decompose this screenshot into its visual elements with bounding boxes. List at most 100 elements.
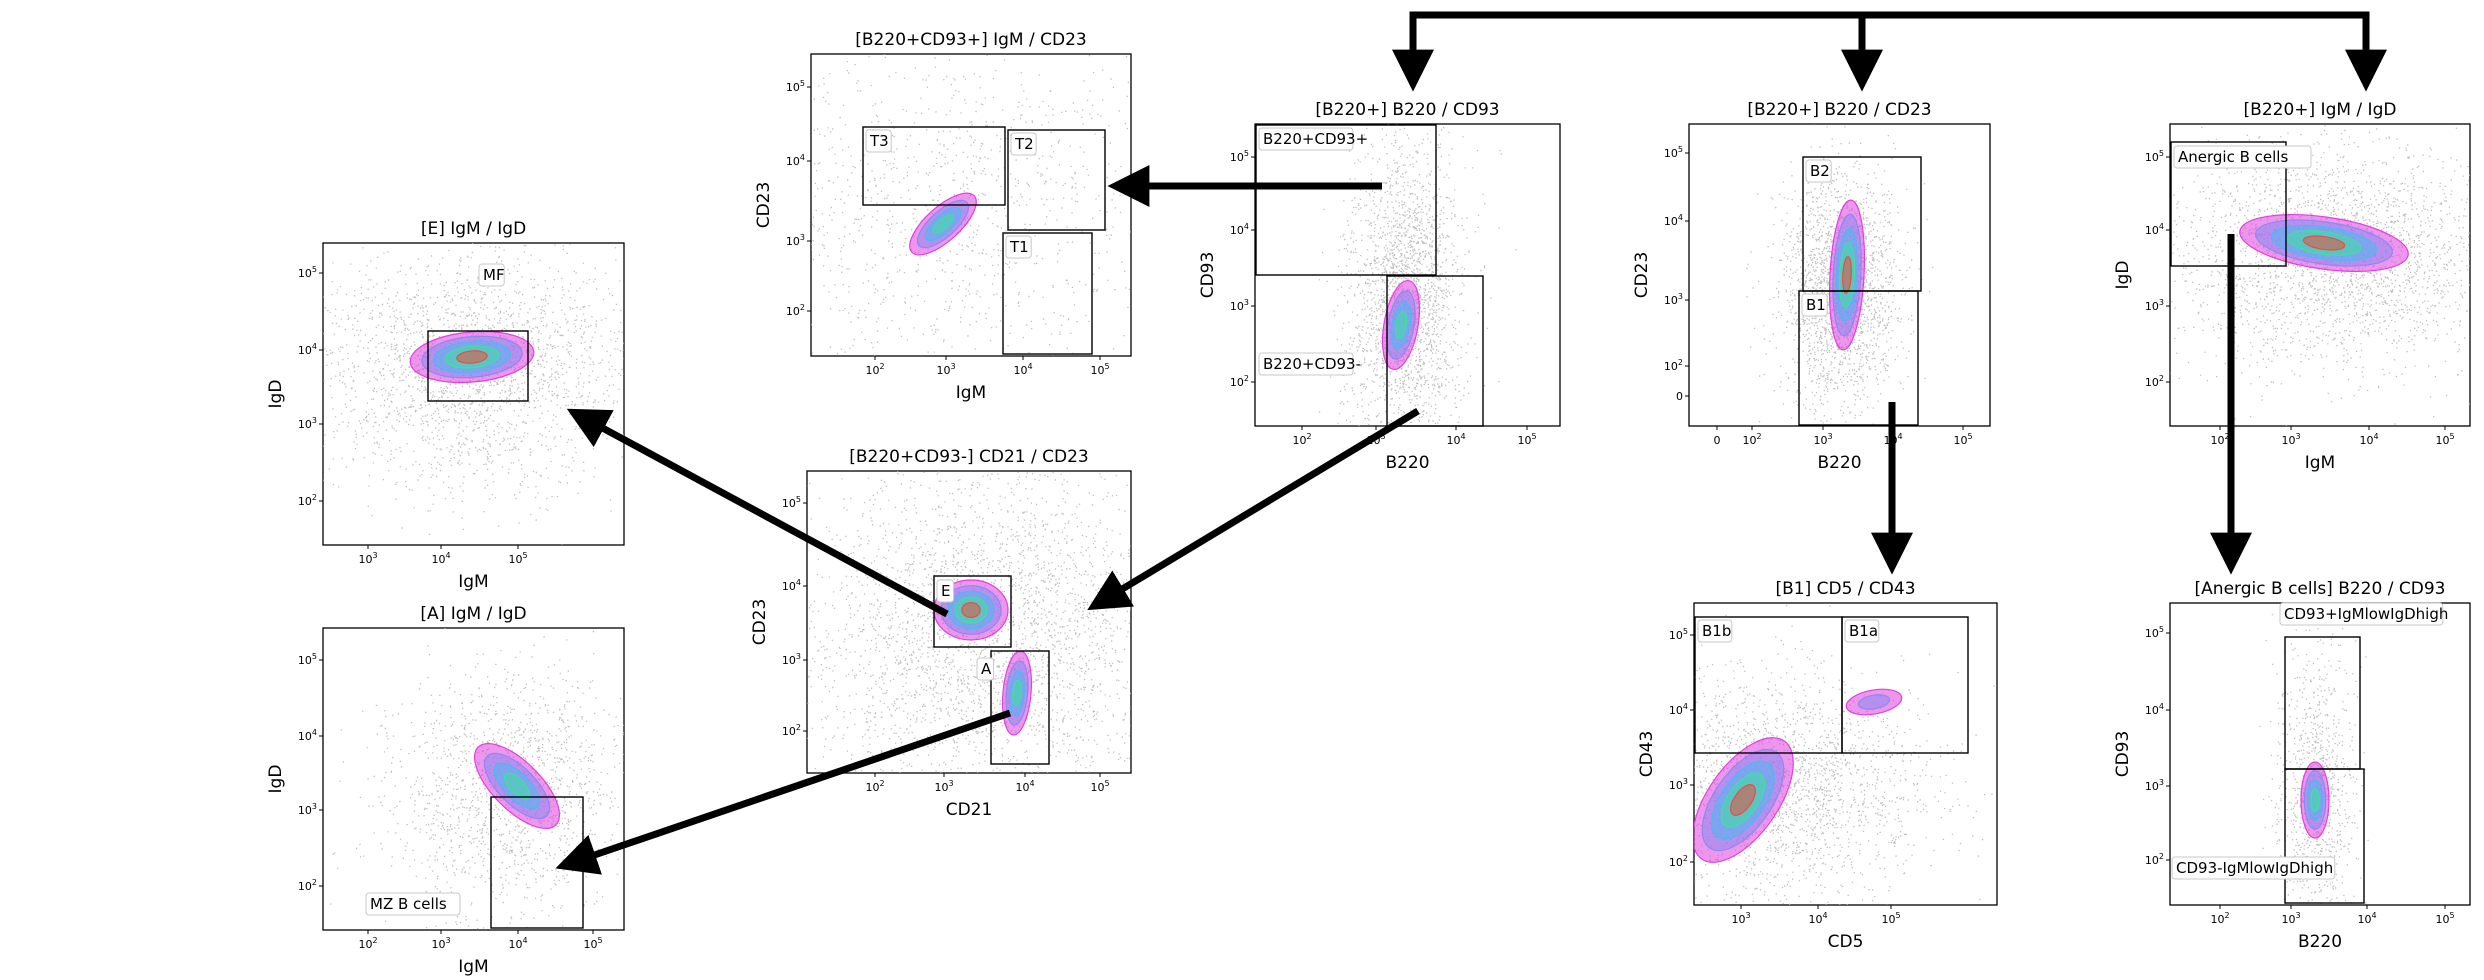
gate-label: A bbox=[981, 660, 992, 678]
gate-label: B220+CD93+ bbox=[1263, 130, 1368, 148]
y-tick-label: 103 bbox=[298, 416, 317, 431]
y-tick-label: 102 bbox=[786, 303, 805, 318]
x-axis-label: IgM bbox=[956, 383, 986, 403]
gate-label: T2 bbox=[1014, 135, 1034, 153]
y-tick-label: 102 bbox=[298, 878, 317, 893]
density-contour bbox=[1694, 737, 1794, 863]
x-axis-label: CD21 bbox=[946, 800, 993, 820]
x-tick-label: 105 bbox=[1953, 432, 1972, 447]
gate-b1[interactable] bbox=[1798, 290, 1919, 426]
gate-label-box bbox=[2279, 602, 2444, 626]
density-contour bbox=[1845, 688, 1903, 716]
gate-mf[interactable] bbox=[427, 330, 529, 402]
plot-title: [B220+] IgM / IgD bbox=[2244, 100, 2397, 120]
y-tick-label: 105 bbox=[786, 79, 805, 94]
gate-t2[interactable] bbox=[1007, 129, 1106, 231]
x-tick-label: 105 bbox=[1881, 911, 1900, 926]
y-tick-label: 105 bbox=[782, 495, 801, 510]
y-axis-label: CD23 bbox=[750, 599, 770, 646]
y-tick-label: 104 bbox=[786, 153, 805, 168]
y-tick-label: 103 bbox=[1664, 292, 1683, 307]
y-tick-label: 105 bbox=[1669, 627, 1688, 642]
gate-label: Anergic B cells bbox=[2178, 148, 2288, 166]
gate-label-box bbox=[1801, 293, 1828, 317]
plot-b220cd93pos_igm_cd23: [B220+CD93+] IgM / CD23 102 103 104 105 102 10… bbox=[754, 30, 1132, 403]
y-tick-label: 103 bbox=[1230, 298, 1249, 313]
y-tick-label: 103 bbox=[298, 802, 317, 817]
contour-level bbox=[1012, 679, 1022, 707]
event-dots bbox=[1746, 124, 1934, 426]
plot-frame bbox=[322, 242, 625, 546]
x-tick-label: 105 bbox=[1517, 432, 1536, 447]
y-tick-label: 104 bbox=[1230, 222, 1249, 237]
x-tick-label: 104 bbox=[431, 551, 450, 566]
y-tick-label: 102 bbox=[2145, 852, 2164, 867]
x-tick-label: 102 bbox=[358, 936, 377, 951]
contour-level bbox=[456, 350, 488, 364]
gate-b220-cd93-[interactable] bbox=[1386, 275, 1484, 427]
event-scatter bbox=[323, 243, 624, 545]
gate-cd93-igmlowigdhigh[interactable] bbox=[2284, 768, 2365, 904]
y-tick-label: 102 bbox=[2145, 374, 2164, 389]
gate-e[interactable] bbox=[933, 575, 1012, 648]
event-dots bbox=[330, 628, 624, 930]
gate-label-box bbox=[1805, 159, 1832, 183]
x-tick-label: 103 bbox=[2281, 911, 2300, 926]
density-contour bbox=[2300, 761, 2330, 839]
y-tick-label: 103 bbox=[786, 233, 805, 248]
y-tick-label: 105 bbox=[1230, 149, 1249, 164]
gate-label: MF bbox=[483, 266, 505, 284]
x-tick-label: 105 bbox=[2435, 432, 2454, 447]
gating-arrow bbox=[566, 408, 949, 618]
y-tick-label: 102 bbox=[1669, 854, 1688, 869]
contour-level bbox=[503, 772, 531, 800]
x-tick-label: 104 bbox=[1446, 432, 1465, 447]
y-tick-label: 104 bbox=[298, 342, 317, 357]
gate-t3[interactable] bbox=[862, 126, 1006, 206]
x-tick-label: 105 bbox=[2435, 911, 2454, 926]
gate-label-box bbox=[865, 129, 892, 153]
y-tick-label: 102 bbox=[1664, 358, 1683, 373]
gate-b1a[interactable] bbox=[1841, 616, 1969, 754]
density-contour bbox=[2239, 214, 2409, 272]
gate-b220-cd93-[interactable] bbox=[1255, 124, 1437, 276]
x-tick-label: 104 bbox=[508, 936, 527, 951]
density-contour bbox=[1001, 650, 1033, 736]
gate-a[interactable] bbox=[990, 650, 1050, 765]
y-axis-label: IgD bbox=[2113, 261, 2133, 290]
x-tick-label: 105 bbox=[1090, 779, 1109, 794]
y-tick-label: 104 bbox=[1669, 702, 1688, 717]
y-tick-label: 105 bbox=[298, 265, 317, 280]
y-tick-label: 104 bbox=[2145, 702, 2164, 717]
gate-label-box bbox=[1258, 127, 1354, 151]
x-tick-label: 103 bbox=[934, 779, 953, 794]
gate-label-box bbox=[976, 657, 995, 681]
plot-title: [B1] CD5 / CD43 bbox=[1775, 579, 1915, 599]
gate-label-box bbox=[1844, 619, 1880, 643]
y-tick-label: 102 bbox=[298, 493, 317, 508]
gate-label: MZ B cells bbox=[370, 895, 447, 913]
gate-label: CD93-IgMlowIgDhigh bbox=[2176, 859, 2333, 877]
y-axis-label: IgD bbox=[266, 765, 286, 794]
y-tick-label: 103 bbox=[2145, 298, 2164, 313]
gate-label-box bbox=[1005, 235, 1032, 259]
gating-arrow bbox=[1087, 408, 1420, 611]
gate-label-box bbox=[478, 263, 505, 287]
event-dots bbox=[1318, 124, 1517, 426]
event-dots bbox=[1694, 604, 1995, 905]
y-tick-label: 0 bbox=[1676, 390, 1683, 403]
plot-a_igm_igd: [A] IgM / IgD 102 103 104 105 102 103 104 105 IgM… bbox=[266, 604, 625, 977]
x-tick-label: 104 bbox=[2357, 911, 2376, 926]
contour-level bbox=[2310, 787, 2320, 813]
x-tick-label: 102 bbox=[1742, 432, 1761, 447]
gate-label-box bbox=[1697, 619, 1733, 643]
plot-title: [B220+] B220 / CD93 bbox=[1315, 100, 1499, 120]
gate-label: T3 bbox=[869, 132, 889, 150]
plot-frame bbox=[2169, 123, 2471, 427]
gate-label-box bbox=[2173, 145, 2312, 169]
gate-t1[interactable] bbox=[1002, 232, 1093, 355]
y-tick-label: 104 bbox=[782, 578, 801, 593]
x-tick-label: 102 bbox=[1292, 432, 1311, 447]
x-tick-label: 104 bbox=[1808, 911, 1827, 926]
